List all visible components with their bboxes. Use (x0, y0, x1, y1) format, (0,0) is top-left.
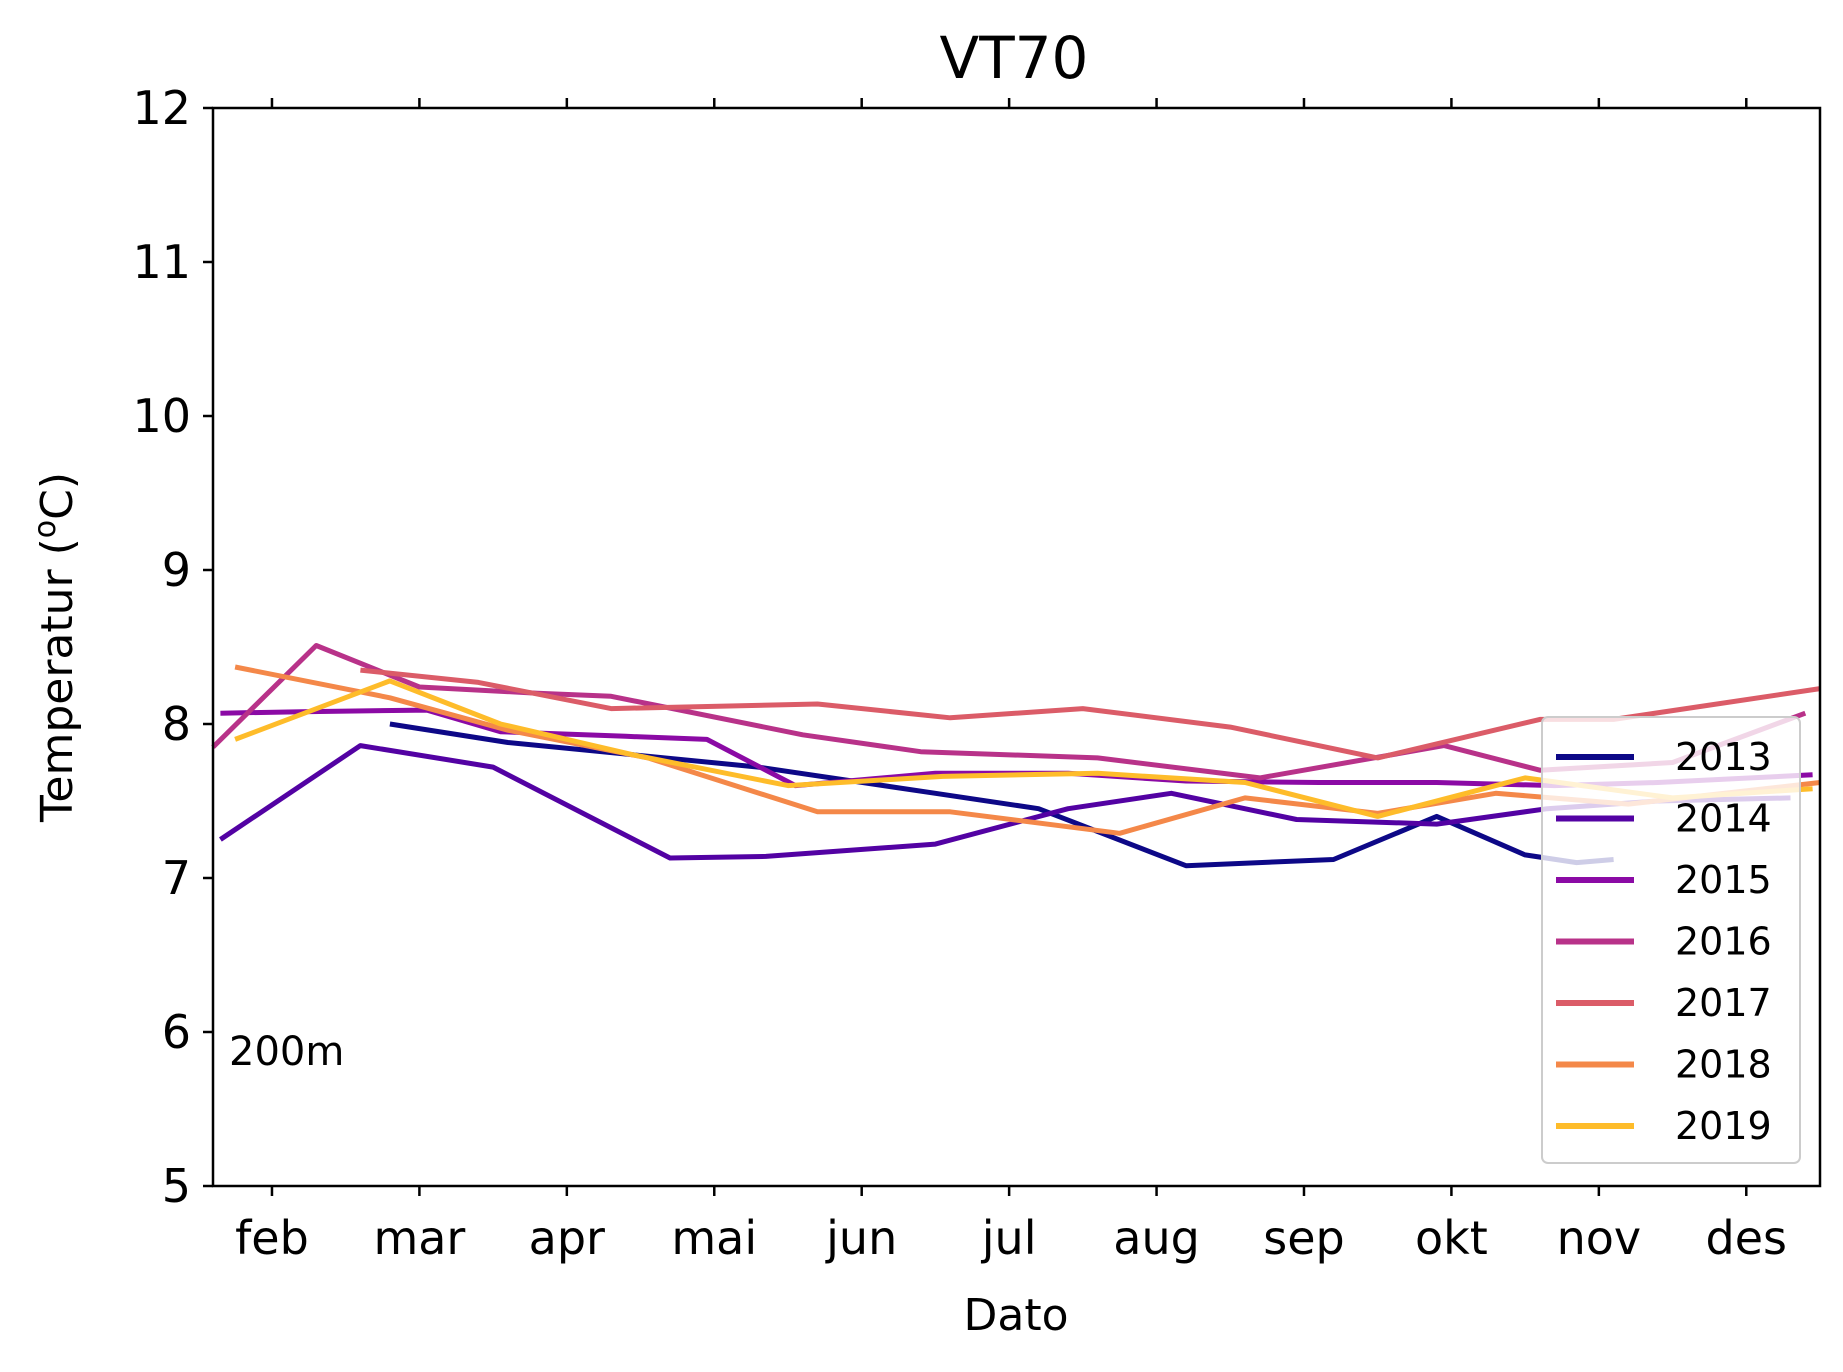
legend-label-2018: 2018 (1675, 1043, 1772, 1087)
x-tick-label: jul (981, 1211, 1037, 1265)
y-axis-label-superscript: o (28, 520, 63, 538)
y-tick-label: 9 (162, 543, 191, 597)
y-tick-label: 8 (162, 697, 191, 751)
legend-label-2017: 2017 (1675, 981, 1772, 1025)
x-tick-label: feb (235, 1211, 309, 1265)
legend-label-2016: 2016 (1675, 920, 1772, 964)
x-axis: feb mar apr mai jun jul aug sep okt nov des (235, 98, 1787, 1265)
plot-frame (211, 106, 1822, 1188)
series-line-2015 (220, 707, 1813, 789)
series-line-2016 (211, 643, 1807, 781)
y-tick-label: 10 (132, 389, 191, 443)
series-line-2018 (234, 664, 1821, 836)
chart-title: VT70 (940, 24, 1089, 92)
x-tick-label: des (1706, 1211, 1787, 1265)
y-axis: 5 6 7 8 9 10 11 12 (132, 81, 213, 1213)
x-tick-label: okt (1415, 1211, 1488, 1265)
x-tick-label: apr (529, 1211, 605, 1265)
y-axis-label-end: C) (32, 472, 83, 520)
series-layer (211, 643, 1821, 869)
x-axis-label: Dato (963, 1290, 1068, 1341)
x-tick-label: sep (1263, 1211, 1344, 1265)
x-tick-label: nov (1557, 1211, 1642, 1265)
y-axis-label: Temperatur (oC) (28, 472, 84, 823)
x-tick-label: aug (1113, 1211, 1200, 1265)
x-tick-label: jun (825, 1211, 897, 1265)
y-tick-label: 7 (162, 851, 191, 905)
depth-annotation: 200m (229, 1029, 344, 1075)
legend-label-2015: 2015 (1675, 858, 1772, 902)
legend: 2013 2014 2015 2016 2017 2018 2019 (1541, 716, 1801, 1164)
y-tick-label: 12 (132, 81, 191, 135)
legend-label-2019: 2019 (1675, 1104, 1772, 1148)
legend-label-2014: 2014 (1675, 797, 1772, 841)
y-tick-label: 6 (162, 1005, 191, 1059)
legend-box (1541, 716, 1801, 1164)
y-tick-label: 11 (132, 235, 191, 289)
y-tick-label: 5 (162, 1159, 191, 1213)
y-axis-label-main: Temperatur ( (32, 538, 83, 823)
x-tick-label: mar (373, 1211, 465, 1265)
x-tick-label: mai (671, 1211, 757, 1265)
legend-label-2013: 2013 (1675, 735, 1772, 779)
